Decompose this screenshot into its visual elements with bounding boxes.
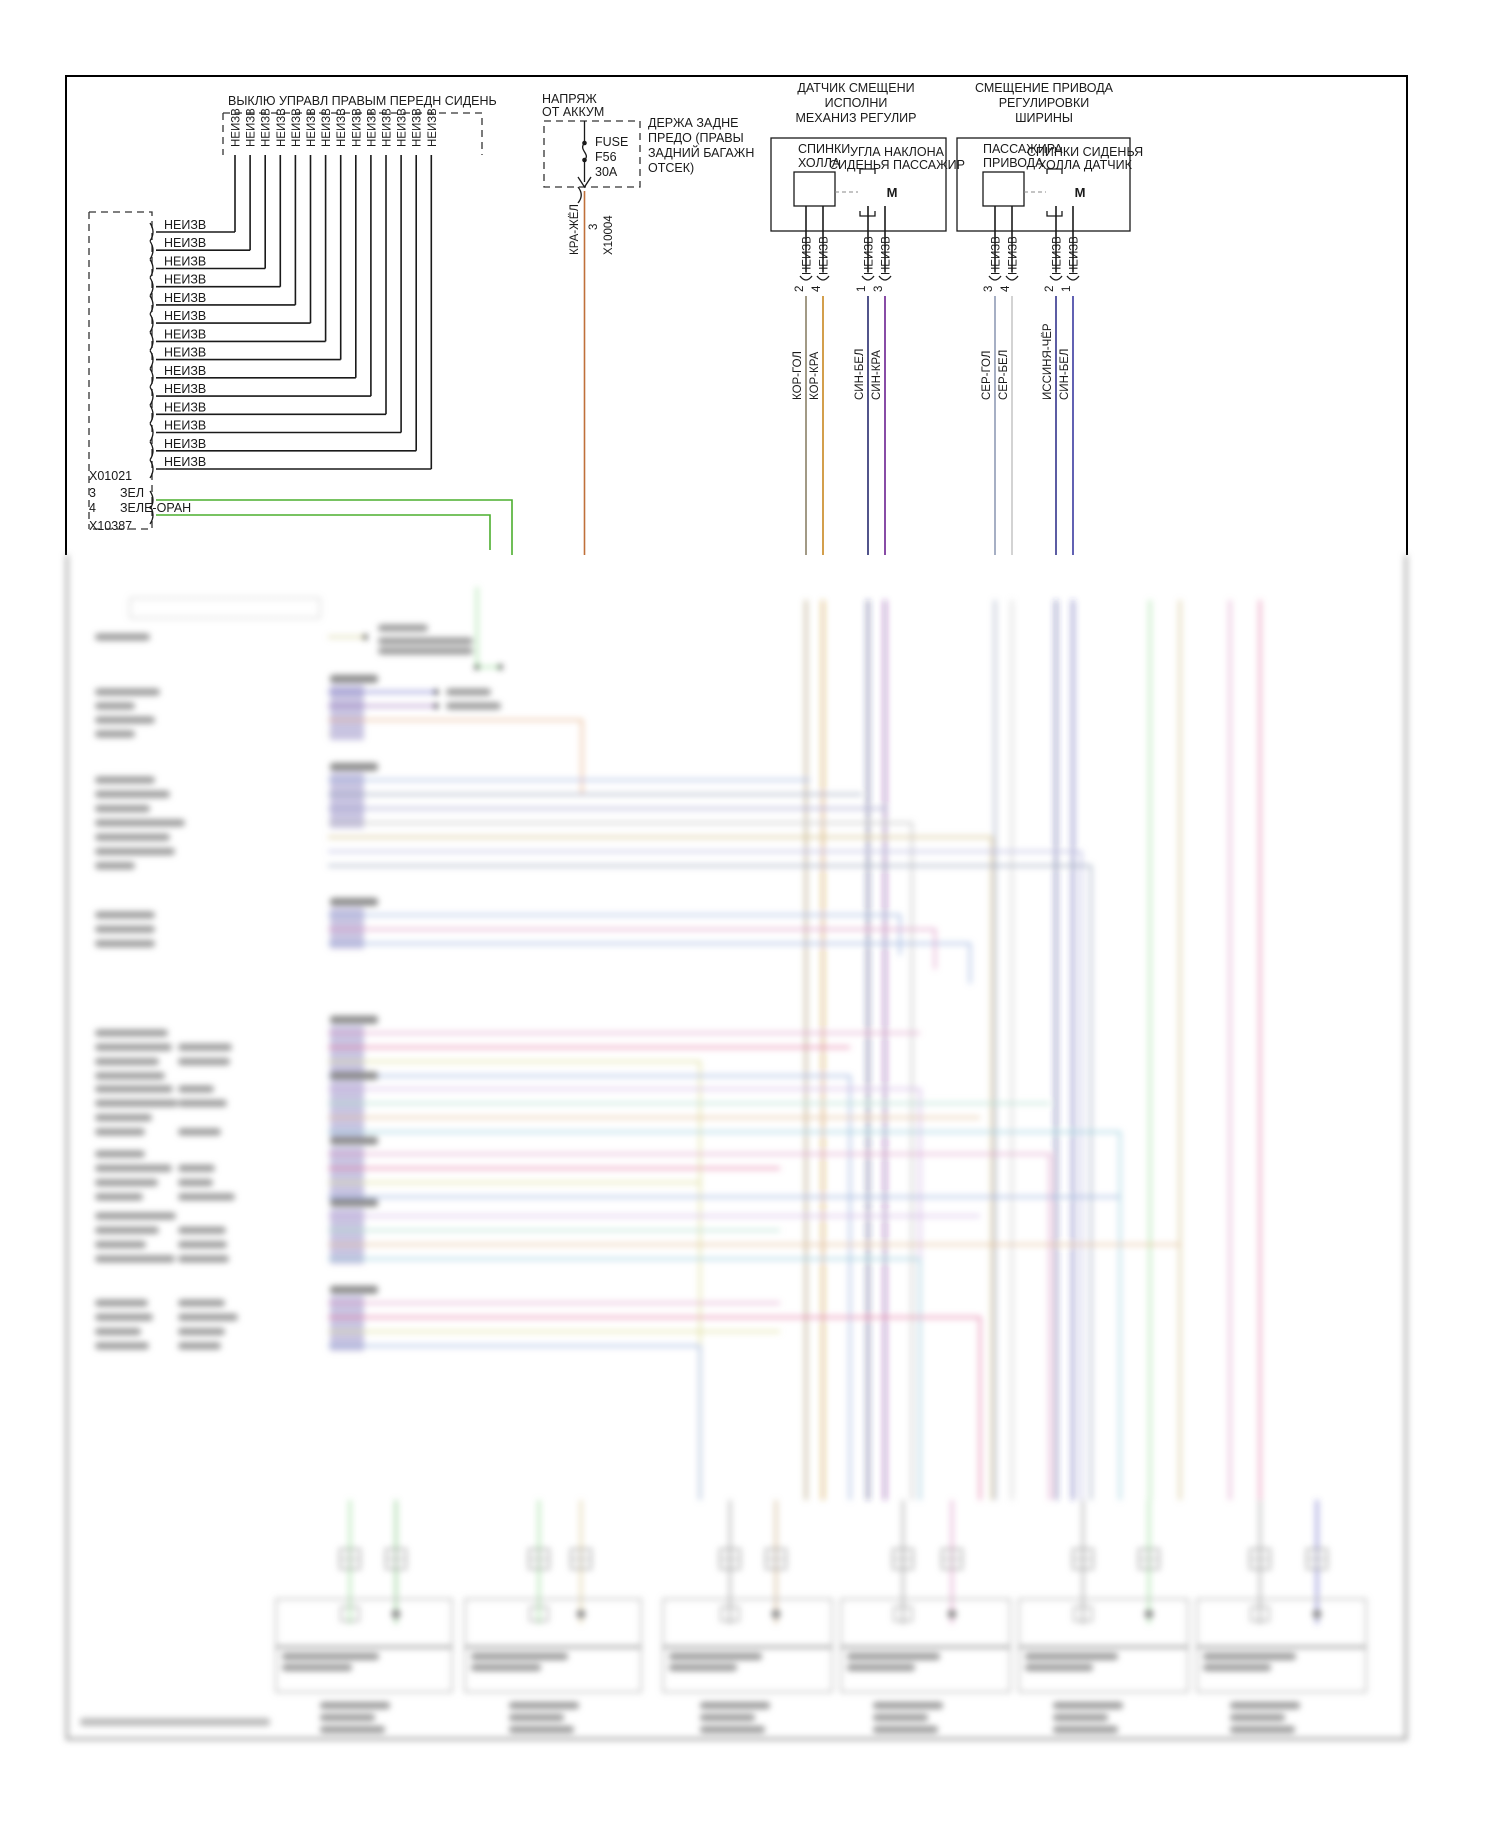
svg-text:НЕИЗВ: НЕИЗВ <box>246 108 258 147</box>
svg-text:F56: F56 <box>595 150 617 164</box>
svg-text:ОТСЕК): ОТСЕК) <box>648 161 694 175</box>
svg-text:ЗЕЛЕ-ОРАН: ЗЕЛЕ-ОРАН <box>120 501 191 515</box>
svg-text:СПИНКИ: СПИНКИ <box>798 142 850 156</box>
svg-text:ПРЕДО (ПРАВЫ: ПРЕДО (ПРАВЫ <box>648 131 744 145</box>
svg-text:4: 4 <box>89 501 96 515</box>
svg-text:НЕИЗВ: НЕИЗВ <box>306 108 318 147</box>
svg-text:СИН-КРА: СИН-КРА <box>871 350 883 400</box>
svg-text:3: 3 <box>89 486 96 500</box>
svg-text:1: 1 <box>856 286 868 292</box>
svg-text:4: 4 <box>811 285 823 292</box>
svg-text:ШИРИНЫ: ШИРИНЫ <box>1015 111 1073 125</box>
svg-text:ДЕРЖА ЗАДНЕ: ДЕРЖА ЗАДНЕ <box>648 116 739 130</box>
svg-text:СМЕЩЕНИЕ ПРИВОДА: СМЕЩЕНИЕ ПРИВОДА <box>975 81 1114 95</box>
svg-text:НЕИЗВ: НЕИЗВ <box>802 236 814 275</box>
svg-text:НЕИЗВ: НЕИЗВ <box>819 236 831 275</box>
svg-text:НЕИЗВ: НЕИЗВ <box>366 108 378 147</box>
svg-text:ЗАДНИЙ БАГАЖН: ЗАДНИЙ БАГАЖН <box>648 145 754 160</box>
svg-text:СЕР-БЕЛ: СЕР-БЕЛ <box>998 350 1010 400</box>
svg-text:СЕР-ГОЛ: СЕР-ГОЛ <box>981 351 993 400</box>
svg-text:FUSE: FUSE <box>595 135 628 149</box>
svg-text:НЕИЗВ: НЕИЗВ <box>1069 236 1081 275</box>
svg-text:НЕИЗВ: НЕИЗВ <box>164 419 206 433</box>
svg-text:НЕИЗВ: НЕИЗВ <box>164 364 206 378</box>
svg-text:1: 1 <box>1061 286 1073 292</box>
svg-text:СИДЕНЬЯ ПАССАЖИР: СИДЕНЬЯ ПАССАЖИР <box>829 158 965 172</box>
svg-text:РЕГУЛИРОВКИ: РЕГУЛИРОВКИ <box>999 96 1090 110</box>
svg-text:НЕИЗВ: НЕИЗВ <box>164 455 206 469</box>
svg-text:ЗЕЛ: ЗЕЛ <box>120 486 144 500</box>
svg-text:НЕИЗВ: НЕИЗВ <box>164 291 206 305</box>
svg-text:КОР-ГОЛ: КОР-ГОЛ <box>792 351 804 400</box>
svg-text:4: 4 <box>1000 285 1012 292</box>
svg-text:30A: 30A <box>595 165 618 179</box>
svg-text:НЕИЗВ: НЕИЗВ <box>164 218 206 232</box>
svg-text:НЕИЗВ: НЕИЗВ <box>231 108 243 147</box>
svg-text:3: 3 <box>588 224 600 230</box>
svg-text:НЕИЗВ: НЕИЗВ <box>164 400 206 414</box>
svg-text:ДАТЧИК СМЕЩЕНИ: ДАТЧИК СМЕЩЕНИ <box>797 81 914 95</box>
svg-text:НЕИЗВ: НЕИЗВ <box>336 108 348 147</box>
svg-text:ВЫКЛЮ УПРАВЛ ПРАВЫМ ПЕРЕДН СИД: ВЫКЛЮ УПРАВЛ ПРАВЫМ ПЕРЕДН СИДЕНЬ <box>228 94 497 108</box>
svg-text:НЕИЗВ: НЕИЗВ <box>261 108 273 147</box>
svg-text:НЕИЗВ: НЕИЗВ <box>291 108 303 147</box>
svg-text:M: M <box>1075 185 1086 200</box>
svg-text:ХОЛЛА ДАТЧИК: ХОЛЛА ДАТЧИК <box>1038 158 1132 172</box>
svg-text:НЕИЗВ: НЕИЗВ <box>164 346 206 360</box>
svg-text:СПИНКИ СИДЕНЬЯ: СПИНКИ СИДЕНЬЯ <box>1027 145 1143 159</box>
svg-text:МЕХАНИЗ РЕГУЛИР: МЕХАНИЗ РЕГУЛИР <box>796 111 917 125</box>
svg-text:НЕИЗВ: НЕИЗВ <box>164 236 206 250</box>
svg-text:НЕИЗВ: НЕИЗВ <box>382 108 394 147</box>
svg-text:НЕИЗВ: НЕИЗВ <box>427 108 439 147</box>
svg-text:X10387: X10387 <box>89 519 132 533</box>
svg-text:3: 3 <box>873 286 885 292</box>
svg-text:НЕИЗВ: НЕИЗВ <box>164 437 206 451</box>
svg-text:НЕИЗВ: НЕИЗВ <box>397 108 409 147</box>
svg-text:M: M <box>887 185 898 200</box>
svg-text:НЕИЗВ: НЕИЗВ <box>881 236 893 275</box>
svg-text:X01021: X01021 <box>89 469 132 483</box>
svg-text:НЕИЗВ: НЕИЗВ <box>412 108 424 147</box>
svg-text:НЕИЗВ: НЕИЗВ <box>1052 236 1064 275</box>
svg-text:НЕИЗВ: НЕИЗВ <box>164 255 206 269</box>
svg-text:2: 2 <box>1044 286 1056 292</box>
svg-text:ОТ АККУМ: ОТ АККУМ <box>542 105 604 119</box>
svg-text:ИССИНЯ-ЧЁР: ИССИНЯ-ЧЁР <box>1042 323 1054 400</box>
svg-text:НЕИЗВ: НЕИЗВ <box>164 309 206 323</box>
svg-text:НЕИЗВ: НЕИЗВ <box>351 108 363 147</box>
svg-text:НАПРЯЖ: НАПРЯЖ <box>542 92 597 106</box>
svg-text:3: 3 <box>983 286 995 292</box>
svg-text:НЕИЗВ: НЕИЗВ <box>164 273 206 287</box>
svg-text:НЕИЗВ: НЕИЗВ <box>276 108 288 147</box>
svg-text:НЕИЗВ: НЕИЗВ <box>991 236 1003 275</box>
svg-text:УГЛА НАКЛОНА: УГЛА НАКЛОНА <box>850 145 945 159</box>
svg-text:КРА-ЖЁЛ: КРА-ЖЁЛ <box>569 204 581 255</box>
svg-text:НЕИЗВ: НЕИЗВ <box>1008 236 1020 275</box>
svg-text:НЕИЗВ: НЕИЗВ <box>164 327 206 341</box>
svg-text:X10004: X10004 <box>603 215 615 255</box>
svg-text:2: 2 <box>794 286 806 292</box>
svg-text:НЕИЗВ: НЕИЗВ <box>164 382 206 396</box>
svg-text:КОР-КРА: КОР-КРА <box>809 351 821 400</box>
svg-text:ИСПОЛНИ: ИСПОЛНИ <box>825 96 888 110</box>
svg-text:НЕИЗВ: НЕИЗВ <box>321 108 333 147</box>
svg-text:СИН-БЕЛ: СИН-БЕЛ <box>1059 349 1071 400</box>
svg-text:СИН-БЕЛ: СИН-БЕЛ <box>854 349 866 400</box>
svg-text:НЕИЗВ: НЕИЗВ <box>864 236 876 275</box>
